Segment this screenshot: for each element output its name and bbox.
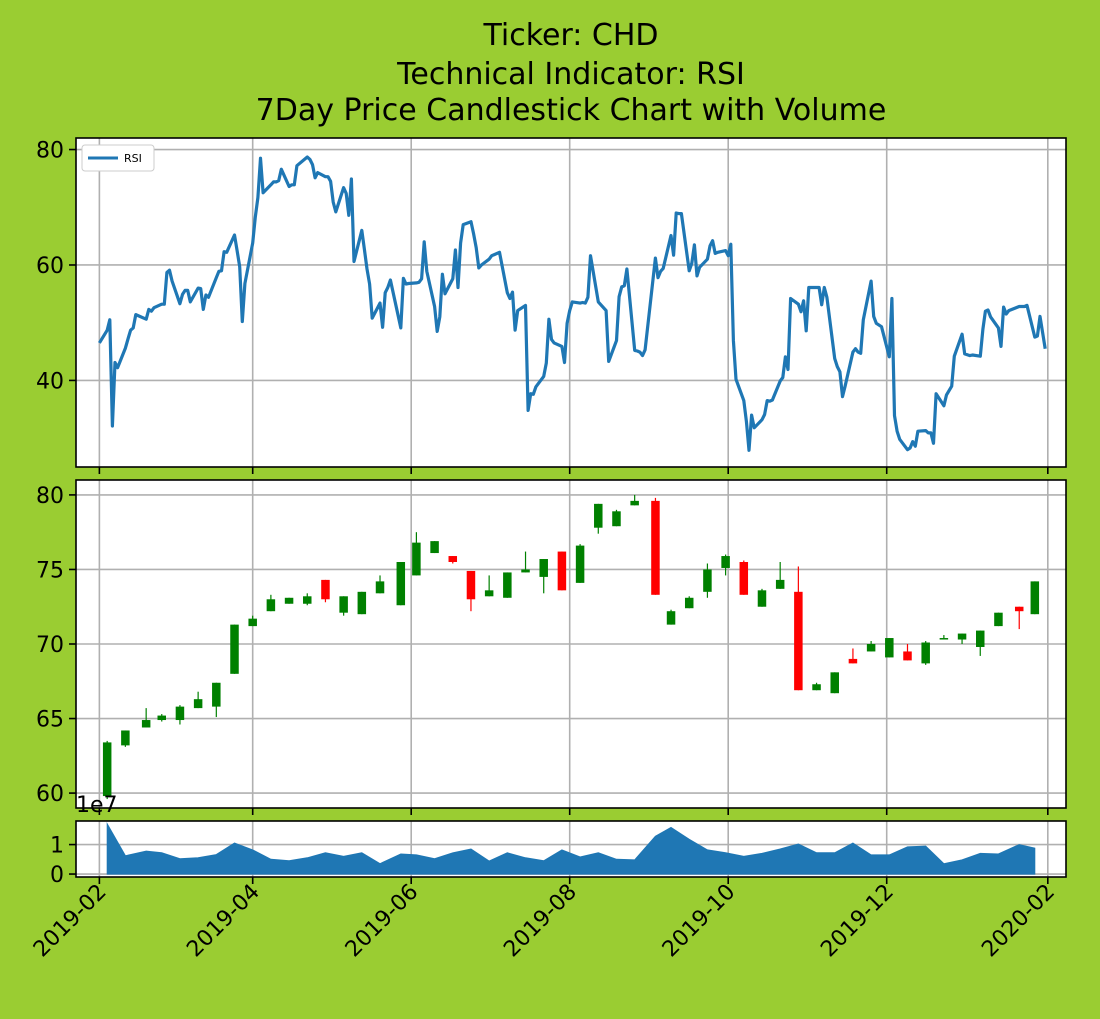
- price-ytick-label-4: 80: [36, 484, 64, 509]
- candle-body-17: [412, 542, 421, 576]
- candle-body-4: [175, 706, 185, 721]
- volume-frame: [75, 820, 1067, 878]
- candle-body-31: [666, 611, 676, 625]
- candle-body-23: [521, 569, 530, 573]
- volume-ytick-label-1: 1: [50, 834, 64, 859]
- x-tick-label-6: 2020-02: [977, 880, 1060, 963]
- price-ytick-label-0: 60: [36, 782, 64, 807]
- candle-body-46: [939, 638, 949, 640]
- candle-body-38: [794, 591, 803, 691]
- candle-body-24: [539, 559, 548, 577]
- candle-body-37: [775, 579, 785, 589]
- rsi-line: [98, 155, 1047, 452]
- candle-body-39: [812, 684, 821, 691]
- candle-body-16: [396, 562, 406, 606]
- candle-body-48: [976, 630, 985, 647]
- date-x-axis: 2019-02 2019-04 2019-06 2019-08 2019-10 2019-…: [29, 880, 1060, 963]
- x-tick-label-1: 2019-04: [182, 880, 265, 963]
- price-ytick-label-3: 75: [36, 558, 64, 583]
- candle-body-8: [248, 618, 257, 627]
- candle-body-49: [994, 612, 1003, 627]
- candle-body-12: [321, 579, 330, 600]
- volume-ytick-label-0: 0: [50, 863, 64, 888]
- x-tick-label-0: 2019-02: [29, 880, 112, 963]
- candle-body-5: [193, 699, 203, 709]
- volume-area: [106, 822, 1036, 875]
- rsi-ytick-label-1: 60: [36, 254, 64, 279]
- price-candlestick-panel: 60 65 70 75 80: [36, 479, 1067, 815]
- rsi-frame: [75, 137, 1067, 468]
- title-line-2: Technical Indicator: RSI: [396, 57, 745, 92]
- candle-body-41: [848, 658, 858, 664]
- price-ytick-label-1: 65: [36, 708, 64, 733]
- x-tick-label-5: 2019-12: [816, 880, 899, 963]
- candle-body-30: [651, 500, 660, 595]
- x-tick-label-4: 2019-10: [658, 880, 741, 963]
- candle-body-25: [557, 551, 567, 591]
- candle-body-44: [903, 651, 912, 661]
- candle-body-51: [1030, 581, 1040, 615]
- candle-body-29: [630, 500, 639, 506]
- candle-body-50: [1014, 606, 1024, 612]
- candle-body-13: [339, 596, 348, 613]
- candle-body-2: [141, 720, 151, 728]
- rsi-ytick-label-0: 40: [36, 369, 64, 394]
- candle-body-10: [284, 597, 294, 604]
- candle-body-32: [684, 597, 694, 609]
- candle-body-14: [357, 591, 367, 615]
- candle-body-28: [612, 511, 621, 527]
- candle-body-36: [757, 590, 767, 607]
- x-tick-label-3: 2019-08: [499, 880, 582, 963]
- candle-body-47: [957, 633, 967, 640]
- title-line-3: 7Day Price Candlestick Chart with Volume: [256, 93, 887, 128]
- candle-body-45: [921, 642, 930, 664]
- candle-body-11: [303, 596, 312, 604]
- candle-body-21: [484, 590, 494, 597]
- candle-body-3: [157, 715, 166, 721]
- candle-body-22: [503, 572, 512, 598]
- candle-body-1: [121, 730, 130, 746]
- price-frame: [75, 479, 1067, 809]
- candle-body-42: [866, 644, 876, 652]
- price-ytick-label-2: 70: [36, 633, 64, 658]
- rsi-ytick-label-2: 80: [36, 139, 64, 164]
- volume-panel: 0 1 1e7: [50, 793, 1067, 888]
- candle-body-7: [230, 624, 239, 674]
- rsi-panel: 40 60 80 RSI: [36, 137, 1067, 474]
- candle-body-26: [575, 545, 585, 583]
- candle-body-9: [266, 599, 276, 612]
- candle-body-27: [594, 503, 603, 528]
- candle-body-6: [212, 682, 221, 707]
- candle-body-0: [102, 742, 112, 797]
- candle-body-18: [430, 541, 439, 554]
- candle-body-20: [466, 570, 476, 600]
- rsi-legend-label: RSI: [124, 152, 142, 165]
- candle-body-33: [703, 569, 712, 592]
- candle-body-19: [448, 556, 458, 562]
- candle-body-43: [885, 638, 894, 658]
- volume-offset-label: 1e7: [76, 793, 118, 818]
- candle-body-34: [721, 556, 730, 568]
- x-tick-label-2: 2019-06: [341, 880, 424, 963]
- candle-body-35: [739, 562, 749, 595]
- figure-title: Ticker: CHD Technical Indicator: RSI 7Da…: [256, 18, 887, 128]
- candle-body-40: [830, 672, 839, 694]
- title-line-1: Ticker: CHD: [482, 18, 658, 53]
- candle-body-15: [375, 581, 385, 594]
